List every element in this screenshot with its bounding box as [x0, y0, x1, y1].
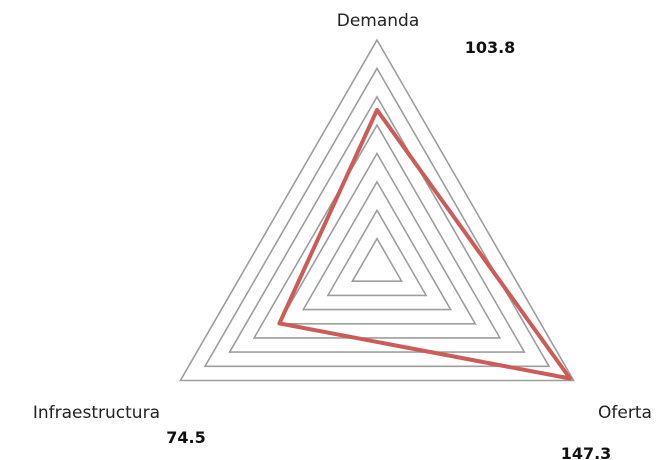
grid-ring-2 — [326, 208, 428, 297]
axis-label-infraestructura: Infraestructura — [33, 403, 160, 423]
grid-ring-8 — [179, 38, 575, 382]
grid-ring-1 — [351, 237, 403, 283]
value-label-demanda: 103.8 — [465, 38, 516, 57]
value-label-oferta: 147.3 — [561, 444, 612, 460]
axis-label-oferta: Oferta — [598, 403, 652, 423]
data-point-infraestructura — [277, 321, 281, 325]
series-line-0 — [277, 107, 572, 381]
value-label-infraestructura: 74.5 — [166, 428, 205, 447]
data-point-demanda — [375, 108, 379, 112]
data-point-oferta — [568, 377, 572, 380]
grid-ring-7 — [203, 66, 551, 368]
grid-ring-6 — [228, 95, 526, 353]
radar-grid — [179, 38, 575, 382]
radar-series — [277, 107, 572, 381]
grid-ring-4 — [277, 151, 477, 325]
grid-ring-5 — [252, 123, 502, 339]
grid-ring-3 — [301, 180, 453, 311]
axis-label-demanda: Demanda — [337, 11, 420, 31]
